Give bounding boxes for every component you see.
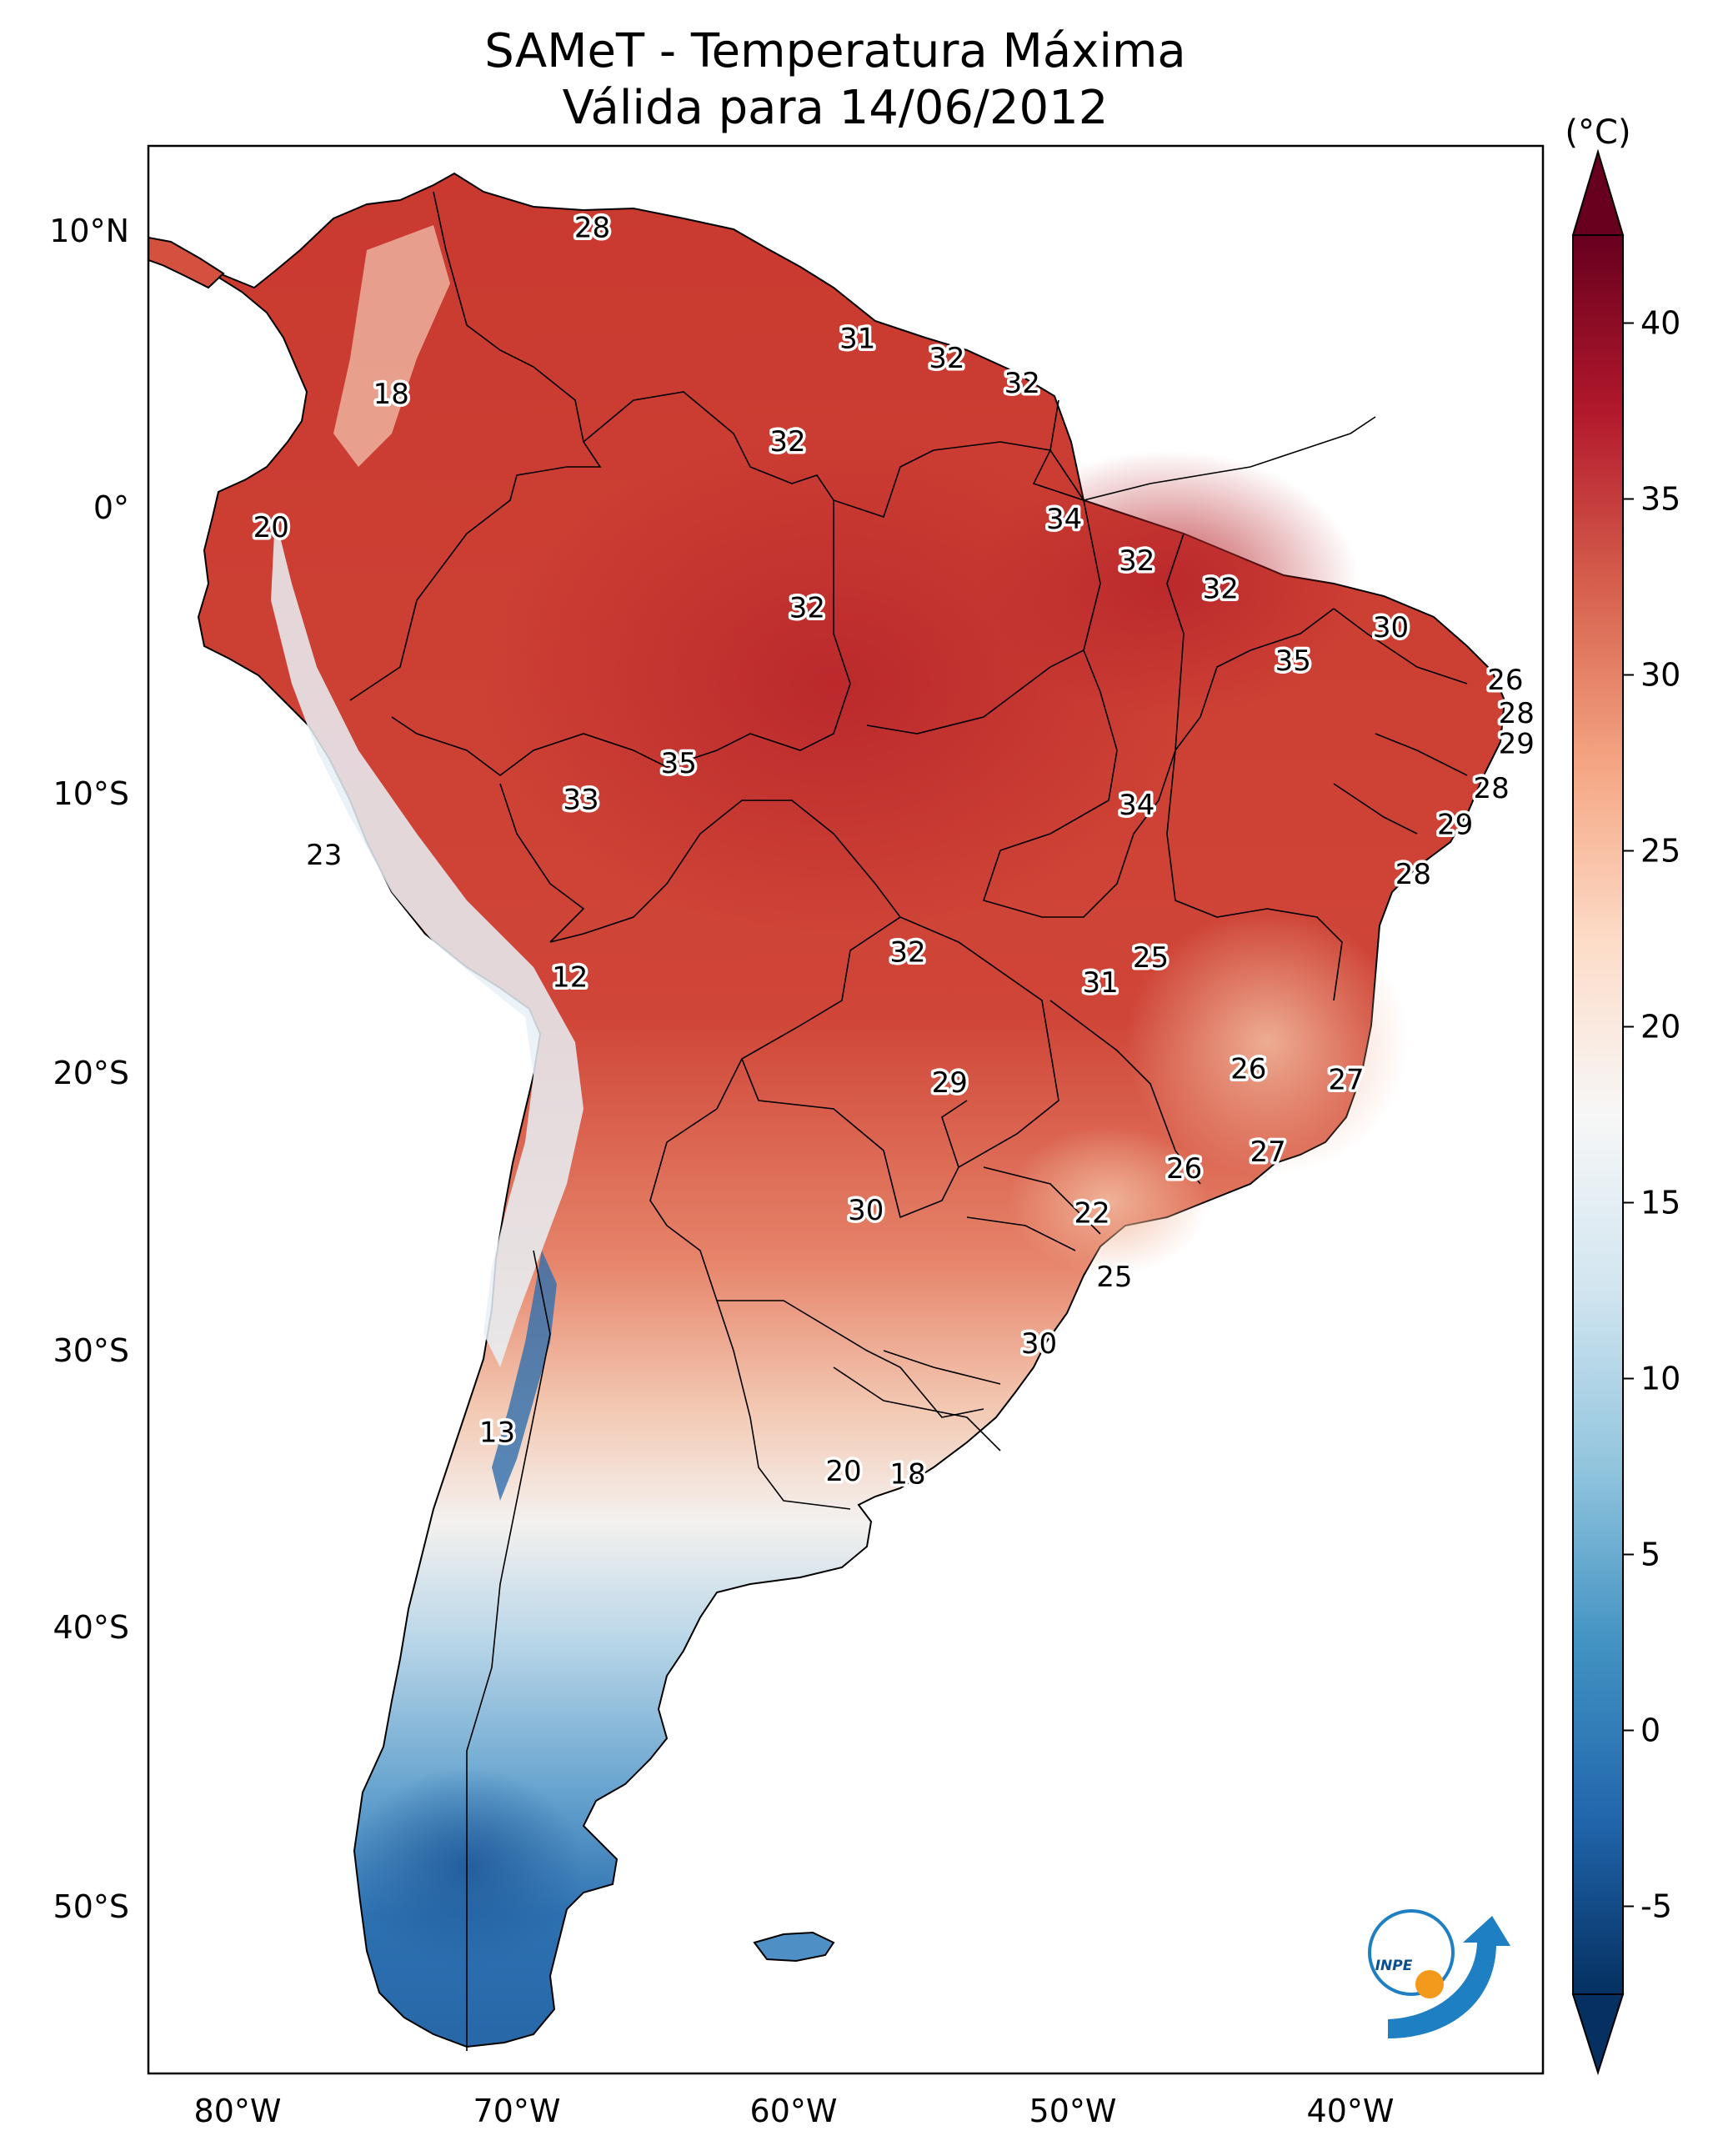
lon-tick-label: 40°W: [1307, 2093, 1395, 2129]
andes-cold-ridge: [492, 1251, 557, 1501]
temperature-value-label: 30: [1373, 611, 1409, 644]
lat-tick-label: 40°S: [53, 1609, 129, 1646]
logo-sun-icon: [1415, 1970, 1444, 1998]
temperature-value-label: 28: [574, 211, 610, 244]
temperature-value-label: 12: [552, 960, 588, 994]
temperature-value-label: 23: [306, 839, 342, 872]
temperature-value-label: 31: [1082, 966, 1118, 1000]
temperature-field-overlays: [271, 225, 1409, 1968]
lat-tick-label: 10°N: [49, 213, 129, 249]
temperature-value-label: 25: [1133, 941, 1169, 975]
colorbar-tick-label: 15: [1640, 1185, 1680, 1221]
temperature-value-label: 32: [1203, 572, 1239, 605]
lon-tick-label: 80°W: [194, 2093, 282, 2129]
temperature-value-label: 32: [1004, 367, 1040, 400]
map-frame: [147, 144, 1545, 2075]
colorbar-extend-max: [1571, 148, 1625, 236]
temperature-value-label: 29: [932, 1066, 968, 1100]
temperature-value-label: 13: [479, 1416, 515, 1450]
map-title-line1: SAMeT - Temperatura Máxima: [484, 24, 1186, 78]
temperature-value-label: 20: [825, 1455, 861, 1488]
temperature-value-label: 22: [1074, 1197, 1109, 1231]
lat-tick-label: 50°S: [53, 1888, 129, 1925]
temperature-value-label: 29: [1437, 808, 1473, 841]
temperature-value-label: 35: [1275, 644, 1311, 678]
logo-orbit-icon: [1368, 1909, 1455, 1996]
falkland-islands-shape: [753, 1931, 835, 1963]
temperature-value-label: 26: [1230, 1052, 1266, 1086]
lat-tick-label: 20°S: [53, 1055, 129, 1091]
lat-tick-label: 30°S: [53, 1332, 129, 1369]
map-area: [148, 146, 1543, 2073]
colorbar-tick-label: 10: [1640, 1361, 1680, 1397]
central-america-shape: [148, 236, 225, 289]
colorbar-tick-label: 30: [1640, 657, 1680, 694]
lon-axis: 80°W 70°W 60°W 50°W 40°W: [194, 2093, 1395, 2129]
temperature-value-label: 27: [1328, 1064, 1364, 1097]
temperature-value-label: 28: [1395, 858, 1431, 891]
logo-text: INPE: [1375, 1958, 1413, 1974]
lon-tick-label: 50°W: [1029, 2093, 1117, 2129]
logo-arrow-icon: [1388, 1916, 1510, 2038]
temperature-value-label: 35: [661, 747, 697, 780]
temperature-value-label: 33: [563, 783, 599, 816]
temperature-value-label: 31: [839, 323, 875, 356]
country-borders: [349, 191, 1468, 2051]
temperature-value-label: 34: [1119, 789, 1155, 822]
temperature-value-label: 32: [789, 592, 825, 625]
temperature-value-label: 32: [1119, 544, 1155, 578]
lat-axis: 10°N 0° 10°S 20°S 30°S 40°S 50°S: [49, 213, 129, 1925]
colombia-andes-cool: [333, 225, 450, 467]
temperature-value-label: 26: [1487, 664, 1523, 697]
lat-tick-label: 10°S: [53, 775, 129, 812]
temperature-value-label: 27: [1250, 1136, 1285, 1169]
lon-tick-label: 70°W: [473, 2093, 561, 2129]
colorbar-tick-label: 0: [1640, 1712, 1660, 1749]
temperature-value-label: 29: [1499, 728, 1535, 761]
temperature-value-label: 28: [1473, 772, 1509, 805]
colorbar-ticks: 40 35 30 25 20 15 10 5 0 -5: [1623, 305, 1680, 1925]
temperature-value-label: 30: [1021, 1327, 1057, 1361]
inpe-logo: INPE: [1368, 1909, 1510, 2038]
colorbar-unit: (°C): [1565, 113, 1630, 152]
colorbar-tick-label: 35: [1640, 481, 1680, 518]
colorbar-body: [1572, 234, 1624, 1995]
temperature-value-label: 30: [848, 1194, 884, 1227]
temperature-value-label: 32: [889, 936, 925, 970]
colorbar-extend-min: [1571, 1993, 1625, 2076]
colorbar-tick-label: -5: [1640, 1888, 1672, 1925]
colorbar: (°C) 40 35 30 25 20 15 10 5 0 -5: [1565, 113, 1680, 2076]
lat-tick-label: 0°: [93, 489, 129, 526]
temperature-value-label: 18: [889, 1458, 925, 1492]
temperature-value-label: 25: [1096, 1261, 1132, 1294]
temperature-value-label: 28: [1499, 697, 1535, 730]
temperature-value-label: 18: [373, 378, 409, 411]
colorbar-tick-label: 40: [1640, 305, 1680, 342]
colorbar-tick-label: 25: [1640, 833, 1680, 870]
temperature-value-label: 34: [1046, 503, 1082, 536]
colorbar-tick-label: 5: [1640, 1537, 1660, 1573]
temperature-value-label: 32: [769, 425, 805, 459]
temperature-value-label: 20: [253, 511, 289, 544]
temperature-value-label: 32: [929, 342, 964, 375]
map-title-line2: Válida para 14/06/2012: [563, 81, 1109, 135]
colorbar-tick-label: 20: [1640, 1009, 1680, 1045]
lon-tick-label: 60°W: [750, 2093, 838, 2129]
temperature-value-label: 26: [1166, 1152, 1202, 1186]
